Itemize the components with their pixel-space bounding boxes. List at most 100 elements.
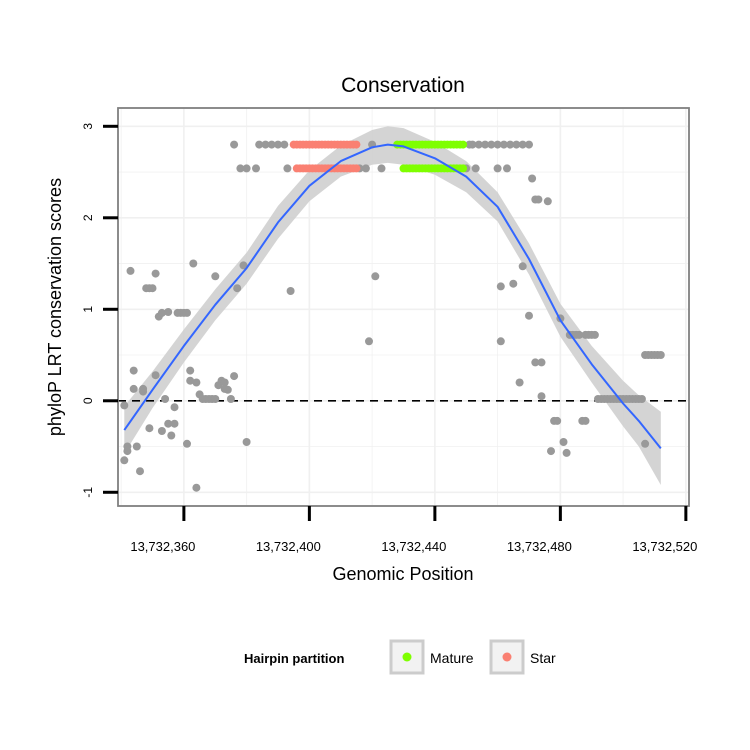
- legend-marker-star: [502, 652, 512, 662]
- point-other: [537, 358, 546, 367]
- point-other: [164, 419, 173, 428]
- point-other: [145, 424, 154, 433]
- point-mature: [459, 164, 468, 173]
- point-other: [267, 140, 276, 149]
- point-other: [211, 395, 220, 403]
- x-axis-title: Genomic Position: [332, 564, 473, 584]
- point-other: [170, 419, 179, 428]
- point-other: [183, 308, 191, 317]
- point-other: [186, 376, 195, 385]
- point-other: [637, 395, 646, 403]
- point-other: [377, 164, 386, 173]
- point-other: [274, 140, 282, 149]
- legend-title: Hairpin partition: [244, 651, 344, 666]
- point-other: [528, 174, 537, 183]
- x-tick-label: 13,732,520: [632, 539, 697, 554]
- y-axis-title: phyloP LRT conservation scores: [45, 178, 65, 436]
- point-other: [126, 266, 135, 275]
- point-other: [280, 140, 289, 149]
- point-other: [487, 140, 496, 149]
- point-other: [590, 330, 599, 339]
- point-other: [371, 272, 380, 281]
- point-other: [553, 416, 562, 425]
- point-other: [151, 371, 160, 380]
- point-other: [151, 269, 160, 278]
- series-mature: [393, 140, 468, 173]
- y-tick-label: 3: [81, 123, 95, 130]
- point-other: [493, 164, 502, 173]
- point-mature: [459, 140, 468, 149]
- series-star: [289, 140, 361, 173]
- point-other: [283, 164, 292, 173]
- point-other: [170, 403, 179, 412]
- point-other: [120, 456, 129, 465]
- point-other: [186, 366, 195, 375]
- point-other: [286, 287, 295, 295]
- point-other: [161, 395, 170, 403]
- point-other: [365, 337, 373, 346]
- point-other: [189, 259, 198, 268]
- legend-label-mature: Mature: [430, 650, 474, 666]
- point-other: [518, 140, 527, 149]
- point-other: [361, 164, 370, 173]
- legend-marker-mature: [402, 652, 412, 662]
- point-other: [496, 337, 505, 346]
- point-other: [223, 385, 232, 394]
- point-other: [471, 164, 480, 173]
- point-other: [581, 416, 590, 425]
- smooth-line: [123, 143, 662, 450]
- x-tick-label: 13,732,400: [256, 539, 321, 554]
- point-other: [239, 261, 248, 270]
- point-other: [518, 262, 527, 271]
- point-other: [139, 384, 148, 393]
- point-other: [120, 401, 129, 410]
- point-other: [252, 164, 260, 173]
- point-other: [136, 467, 144, 476]
- point-other: [515, 378, 524, 387]
- point-other: [129, 366, 138, 375]
- point-other: [547, 447, 555, 456]
- x-tick-label: 13,732,480: [507, 539, 572, 554]
- point-other: [512, 140, 521, 149]
- point-other: [211, 272, 220, 281]
- point-star: [352, 140, 361, 149]
- data-points: [120, 140, 665, 492]
- point-other: [641, 439, 650, 448]
- point-other: [481, 140, 490, 149]
- legend-label-star: Star: [530, 650, 556, 666]
- point-other: [129, 384, 138, 393]
- point-other: [525, 311, 533, 320]
- point-other: [261, 140, 270, 149]
- point-other: [525, 140, 533, 149]
- point-other: [474, 140, 483, 149]
- point-other: [559, 438, 568, 446]
- point-other: [656, 351, 665, 359]
- x-tick-label: 13,732,360: [130, 539, 195, 554]
- point-other: [537, 392, 546, 401]
- point-other: [509, 279, 518, 288]
- point-other: [255, 140, 264, 149]
- point-other: [534, 195, 543, 204]
- point-other: [562, 448, 571, 457]
- point-other: [531, 358, 540, 367]
- point-other: [233, 284, 242, 293]
- point-other: [167, 431, 176, 440]
- point-other: [506, 140, 515, 149]
- point-other: [220, 378, 229, 387]
- point-other: [230, 140, 239, 149]
- point-other: [242, 164, 251, 173]
- point-other: [148, 284, 157, 293]
- point-other: [230, 372, 239, 381]
- point-other: [468, 140, 477, 149]
- y-tick-label: 0: [81, 397, 95, 404]
- y-axis: -1 0 1 2 3: [81, 123, 118, 498]
- point-other: [157, 427, 166, 435]
- point-other: [132, 442, 141, 451]
- point-other: [575, 330, 584, 339]
- x-tick-label: 13,732,440: [381, 539, 446, 554]
- y-tick-label: 1: [81, 306, 95, 313]
- point-other: [496, 282, 505, 291]
- point-other: [226, 395, 235, 403]
